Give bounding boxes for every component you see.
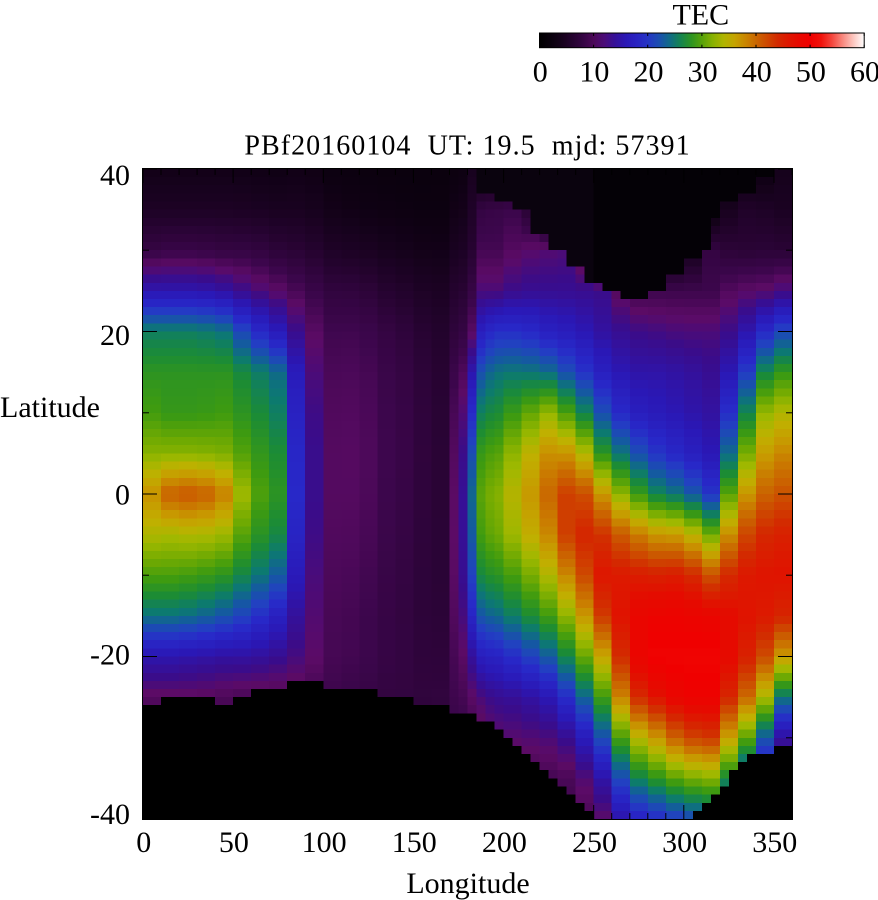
svg-text:Longitude: Longitude	[406, 867, 529, 900]
svg-text:PBf20160104 UT: 19.5 mjd: 57: PBf20160104 UT: 19.5 mjd: 57391	[244, 131, 690, 162]
svg-text:-20: -20	[90, 638, 130, 671]
svg-text:0: 0	[533, 55, 548, 88]
svg-text:50: 50	[796, 55, 826, 88]
svg-text:-40: -40	[90, 798, 130, 831]
svg-text:60: 60	[850, 55, 878, 88]
svg-text:200: 200	[482, 826, 527, 859]
svg-text:20: 20	[100, 319, 130, 352]
svg-text:100: 100	[302, 826, 347, 859]
svg-text:30: 30	[688, 55, 718, 88]
svg-text:250: 250	[572, 826, 617, 859]
svg-text:350: 350	[752, 826, 797, 859]
svg-text:TEC: TEC	[672, 0, 729, 32]
svg-text:40: 40	[742, 55, 772, 88]
svg-text:40: 40	[100, 159, 130, 192]
svg-text:0: 0	[115, 479, 130, 512]
svg-text:150: 150	[392, 826, 437, 859]
svg-text:10: 10	[579, 55, 609, 88]
svg-text:Latitude: Latitude	[0, 391, 100, 424]
svg-text:20: 20	[634, 55, 664, 88]
svg-text:50: 50	[219, 826, 249, 859]
svg-text:0: 0	[136, 826, 151, 859]
svg-text:300: 300	[662, 826, 707, 859]
